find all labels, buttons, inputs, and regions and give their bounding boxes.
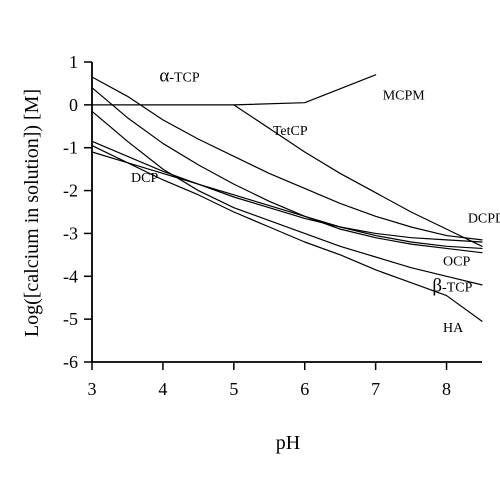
series-label-tetcp: TetCP: [273, 124, 308, 139]
y-tick-label: -4: [63, 266, 78, 286]
series-label-ha: HA: [443, 321, 464, 336]
y-tick-label: -5: [63, 309, 78, 329]
series-line-tcp: [91, 110, 483, 286]
series-line-ocp: [91, 87, 483, 254]
y-axis-title: Log([calcium in solution]) [M]: [21, 89, 43, 337]
y-tick-label: 0: [69, 95, 78, 115]
axes: -6 -5 -4 -3 -2 -1 0 1 3 4 5 6 7 8: [63, 52, 482, 399]
series-label-tcp: α-TCP: [159, 65, 200, 86]
series-line-tetcp: [233, 104, 483, 247]
x-tick-label: 5: [229, 379, 238, 399]
x-tick-label: 3: [88, 379, 97, 399]
series-line-dcpd: [91, 140, 483, 243]
x-axis-title: pH: [276, 432, 300, 454]
x-tick-label: 7: [371, 379, 380, 399]
series-label-tcp: β-TCP: [432, 275, 472, 296]
series-line-dcp: [91, 151, 483, 250]
x-tick-label: 4: [158, 379, 167, 399]
series-line-tcp: [91, 76, 483, 241]
series-label-mcpm: MCPM: [383, 89, 426, 104]
y-tick-label: 1: [69, 52, 78, 72]
y-tick-label: -1: [63, 138, 78, 158]
series-line-ha: [91, 144, 483, 322]
y-tick-label: -3: [63, 223, 78, 243]
series-label-dcp: DCP: [131, 171, 158, 186]
series-label-ocp: OCP: [443, 255, 470, 270]
x-tick-label: 6: [300, 379, 309, 399]
y-tick-label: -6: [63, 352, 78, 372]
y-tick-label: -2: [63, 181, 78, 201]
x-tick-label: 8: [442, 379, 451, 399]
series-lines: [91, 74, 483, 322]
